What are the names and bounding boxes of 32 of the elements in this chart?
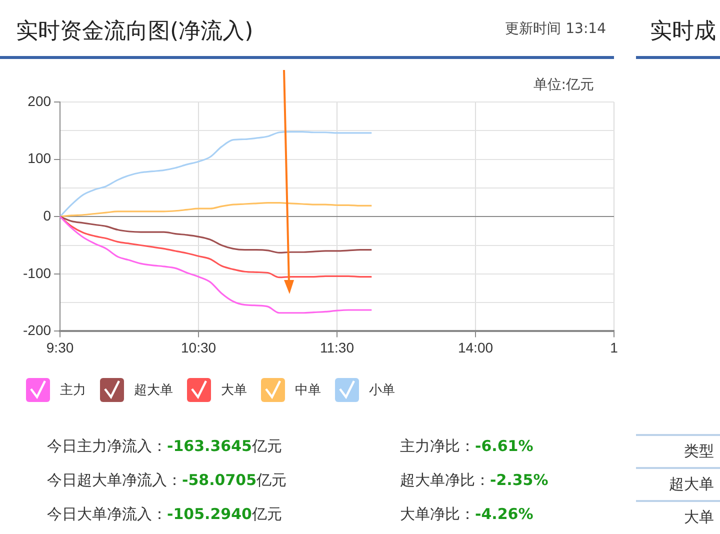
text: 超大单净比：-2.35% <box>400 471 548 490</box>
line-series <box>59 130 372 218</box>
y-tick-label: 100 <box>28 150 52 166</box>
y-tick-label: 200 <box>28 92 52 109</box>
y-tick-label: 0 <box>43 207 52 224</box>
x-tick-label: 10:30 <box>180 339 216 356</box>
x-tick-label: 11:30 <box>320 339 354 356</box>
text: 今日大单净流入：-105.2940亿元 <box>47 505 282 524</box>
text: 大单 <box>636 500 720 533</box>
text: 今日超大单净流入：-58.0705亿元 <box>47 471 287 490</box>
legend-label: 小单 <box>369 382 395 399</box>
legend-label: 超大单 <box>134 382 173 399</box>
x-tick-label: 9:30 <box>46 339 74 356</box>
line-series <box>59 216 372 254</box>
text: 类型 <box>636 434 720 467</box>
line-series <box>59 216 372 314</box>
y-tick-label: -200 <box>22 322 52 338</box>
text: 大单净比：-4.26% <box>400 505 534 524</box>
chart-subtitle: 更新时间 13:14 <box>505 20 606 38</box>
y-axis-title: 单位:亿元 <box>533 76 594 94</box>
text: 实时成 <box>650 18 716 46</box>
legend-label: 大单 <box>221 382 247 399</box>
x-tick-label: 1 <box>610 339 618 356</box>
text: 今日主力净流入：-163.3645亿元 <box>47 437 282 456</box>
chart-title: 实时资金流向图(净流入) <box>16 18 254 46</box>
legend-label: 主力 <box>60 382 86 399</box>
line-series <box>59 202 372 218</box>
text: 主力净比：-6.61% <box>400 437 534 456</box>
y-tick-label: -100 <box>22 264 52 281</box>
text: 超大单 <box>636 467 720 500</box>
legend-label: 中单 <box>295 382 321 399</box>
x-tick-label: 14:00 <box>458 339 494 356</box>
